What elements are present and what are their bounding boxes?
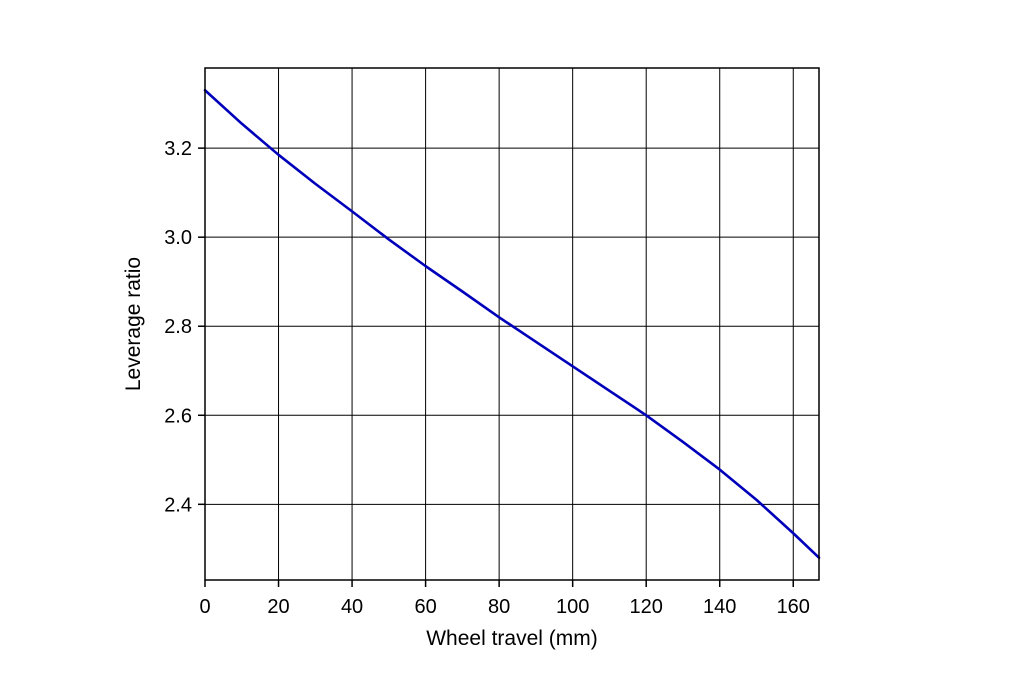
plot-frame [204, 67, 820, 581]
y-tick-label: 2.4 [164, 494, 192, 516]
x-tick-label: 20 [267, 596, 289, 618]
x-tick-label: 60 [414, 596, 436, 618]
x-tick-label: 40 [341, 596, 363, 618]
y-axis-label: Leverage ratio [122, 257, 145, 391]
x-tick-label: 120 [630, 596, 663, 618]
x-axis-label: Wheel travel (mm) [426, 627, 598, 650]
ticks: 0 20 40 60 80 100 120 140 160 2.4 2.6 2.8 3.0 3.2 [164, 138, 810, 618]
leverage-ratio-line [203, 88, 821, 560]
y-tick-label: 3.2 [164, 138, 192, 160]
x-tick-label: 100 [556, 596, 589, 618]
x-tick-label: 160 [777, 596, 810, 618]
y-tick-label: 2.8 [164, 316, 192, 338]
series [203, 88, 821, 560]
y-tick-label: 3.0 [164, 227, 192, 249]
x-tick-label: 0 [199, 596, 210, 618]
grid [204, 68, 819, 580]
x-tick-label: 80 [488, 596, 510, 618]
y-tick-label: 2.6 [164, 405, 192, 427]
x-tick-label: 140 [703, 596, 736, 618]
